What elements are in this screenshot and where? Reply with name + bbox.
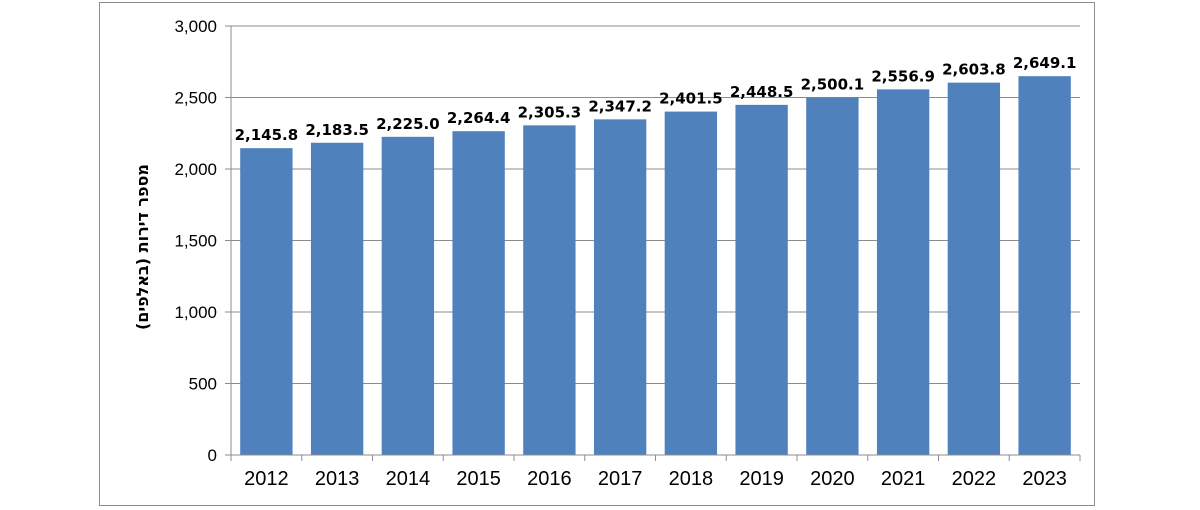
axes: 0 500 1,000 1,500 2,000 2,500 3,000 2012 2013 201… xyxy=(174,17,1081,490)
bar xyxy=(735,104,788,455)
bar xyxy=(381,136,435,455)
y-tick-label: 2,000 xyxy=(174,160,217,179)
x-tick-label: 2012 xyxy=(244,468,289,490)
x-tick-label: 2022 xyxy=(952,468,997,490)
bar xyxy=(452,131,505,455)
data-label: 2,649.1 xyxy=(1013,54,1077,72)
x-tick-label: 2014 xyxy=(386,468,431,490)
x-tick-label: 2023 xyxy=(1022,468,1067,490)
x-tick-label: 2019 xyxy=(739,468,784,490)
data-label: 2,264.4 xyxy=(447,109,511,127)
data-labels: 2,145.8 2,183.5 2,225.0 2,264.4 2,305.3 2,347… xyxy=(235,54,1077,144)
data-label: 2,145.8 xyxy=(235,126,299,144)
data-label: 2,500.1 xyxy=(801,75,865,93)
bar xyxy=(240,148,293,455)
bar xyxy=(947,82,1001,455)
gridlines xyxy=(231,25,1080,384)
y-tick-label: 0 xyxy=(208,446,217,465)
x-tick-label: 2013 xyxy=(315,468,360,490)
x-tick-label: 2021 xyxy=(881,468,926,490)
data-label: 2,448.5 xyxy=(730,83,794,101)
y-tick-label: 1,000 xyxy=(174,303,217,322)
bar xyxy=(593,119,647,455)
data-label: 2,347.2 xyxy=(588,97,652,115)
chart-frame: 0 500 1,000 1,500 2,000 2,500 3,000 2012 2013 201… xyxy=(99,2,1095,506)
data-label: 2,225.0 xyxy=(376,115,440,133)
data-label: 2,401.5 xyxy=(659,90,723,108)
y-axis-title: מספר דירות (באלפים) xyxy=(133,164,152,330)
data-label: 2,183.5 xyxy=(305,121,369,139)
y-tick-label: 3,000 xyxy=(174,17,217,36)
data-label: 2,305.3 xyxy=(518,103,582,121)
bar-chart: 0 500 1,000 1,500 2,000 2,500 3,000 2012 2013 201… xyxy=(133,17,1081,490)
bar xyxy=(1018,76,1071,455)
x-tick-label: 2015 xyxy=(456,468,501,490)
bar xyxy=(310,142,364,455)
y-tick-label: 1,500 xyxy=(174,232,217,251)
bar xyxy=(664,111,718,455)
data-label: 2,556.9 xyxy=(871,67,935,85)
x-tick-label: 2018 xyxy=(669,468,714,490)
bar xyxy=(876,89,930,456)
y-tick-label: 500 xyxy=(189,375,217,394)
bar xyxy=(523,125,576,455)
x-tick-label: 2020 xyxy=(810,468,855,490)
bars xyxy=(240,76,1071,456)
x-tick-label: 2016 xyxy=(527,468,572,490)
x-tick-label: 2017 xyxy=(598,468,643,490)
data-label: 2,603.8 xyxy=(942,61,1006,79)
bar xyxy=(806,97,859,455)
y-tick-label: 2,500 xyxy=(174,89,217,108)
